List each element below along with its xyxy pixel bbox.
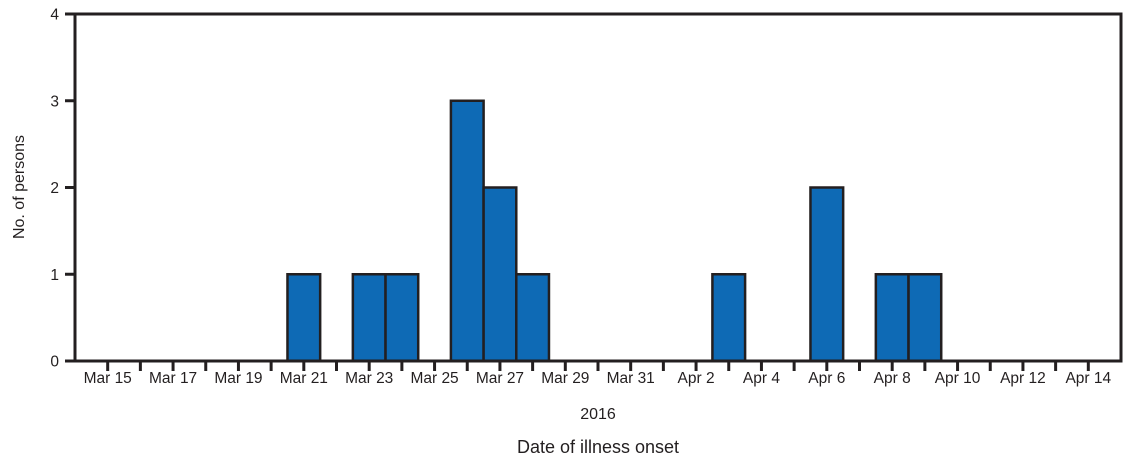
bar-mar-26 [449,99,485,363]
x-tick-label: Mar 31 [607,370,655,387]
x-axis-year-label: 2016 [580,406,616,423]
x-tick-label: Mar 17 [149,370,197,387]
x-tick-label: Mar 29 [541,370,589,387]
x-tick-label: Apr 14 [1065,370,1111,387]
y-axis-title: No. of persons [11,134,28,240]
y-tick-label: 0 [50,354,59,371]
bar-mar-23 [351,273,387,363]
bar-mar-21 [286,273,322,363]
x-tick-label: Mar 25 [410,370,458,387]
x-tick-label: Apr 12 [1000,370,1046,387]
y-tick-label: 1 [50,267,59,284]
x-tick-label: Mar 23 [345,370,393,387]
y-tick-label: 4 [50,7,59,24]
x-tick-label: Mar 21 [280,370,328,387]
bar-mar-27 [482,186,518,363]
bar-apr-8 [874,273,910,363]
x-tick-label: Apr 10 [935,370,981,387]
x-tick-label: Apr 8 [874,370,911,387]
x-tick-label: Mar 15 [84,370,132,387]
x-tick-label: Apr 6 [808,370,845,387]
x-tick-label: Apr 2 [678,370,715,387]
x-axis-title: Date of illness onset [516,437,680,457]
bar-apr-6 [809,186,845,363]
bar-mar-28 [515,273,551,363]
y-tick-label: 2 [50,180,59,197]
x-tick-label: Mar 27 [476,370,524,387]
bar-apr-3 [711,273,747,363]
bar-apr-9 [907,273,943,363]
bar-mar-24 [384,273,420,363]
plot-frame [73,12,1123,363]
x-tick-label: Apr 4 [743,370,780,387]
y-tick-label: 3 [50,93,59,110]
x-tick-label: Mar 19 [214,370,262,387]
